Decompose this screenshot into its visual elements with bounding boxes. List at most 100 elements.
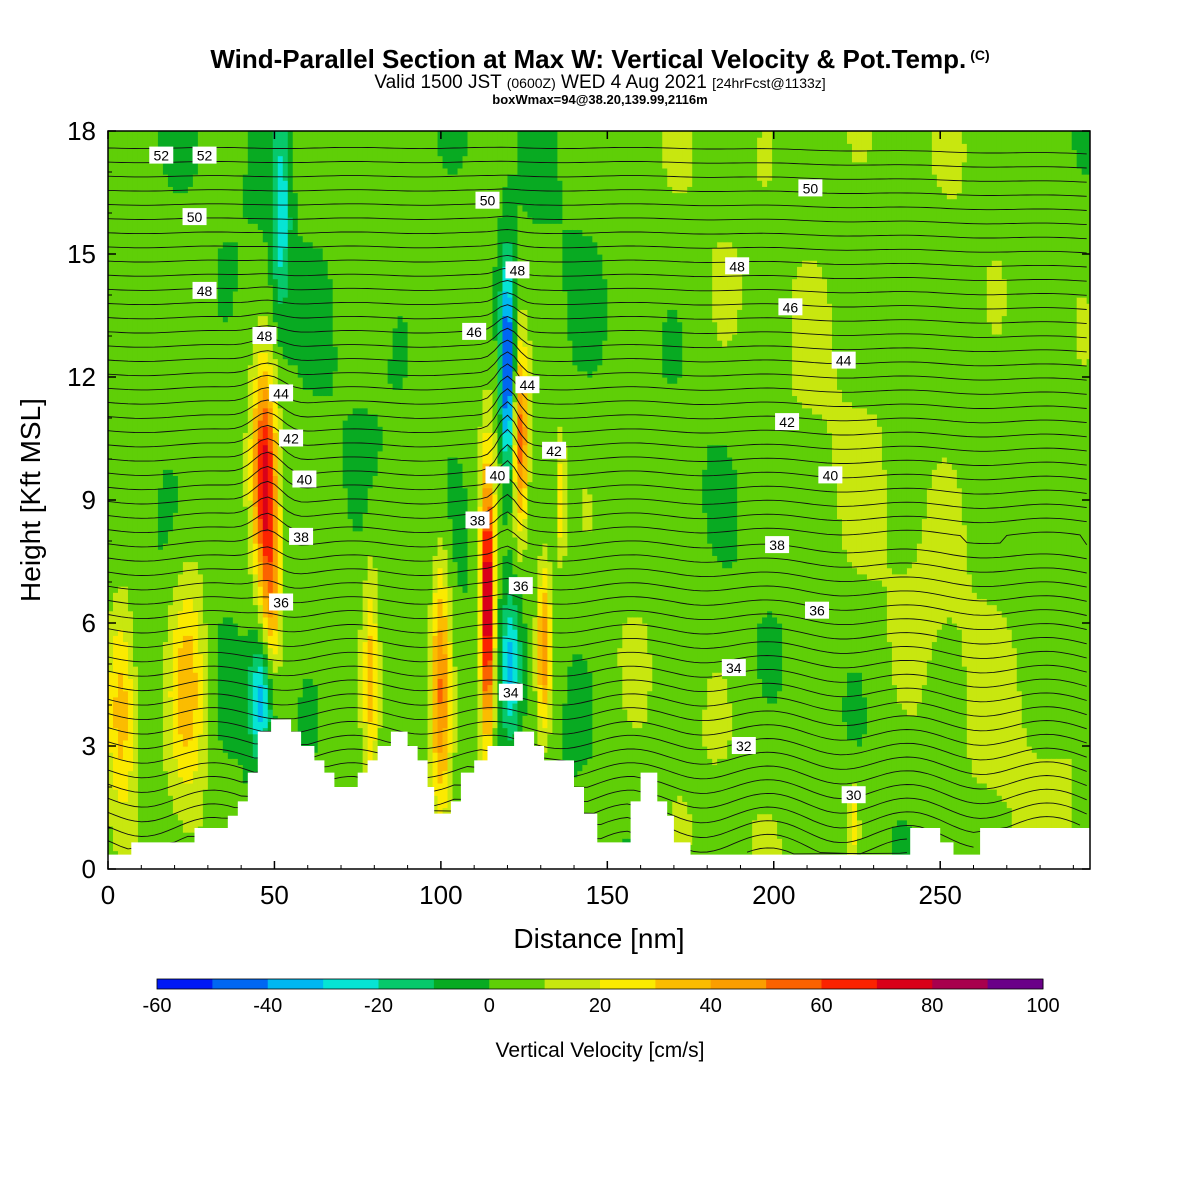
field-cell [522,377,529,427]
field-cell [507,241,514,274]
theta-label: 48 [505,261,530,279]
colorbar-swatch [378,979,435,989]
field-cell [512,629,519,704]
colorbar-tick-label: -40 [253,995,282,1017]
field-cell [961,666,968,869]
field-cell [562,290,568,446]
colorbar-title: Vertical Velocity [cm/s] [496,1039,705,1062]
field-cell [412,131,419,869]
colorbar-tick-label: 40 [700,995,722,1017]
theta-label-box [462,322,487,340]
field-cell [886,641,893,869]
field-cell [727,241,733,341]
field-cell [367,487,374,556]
field-cell [981,131,988,599]
field-cell [302,241,309,390]
field-cell [537,223,544,556]
field-cell [437,752,444,784]
field-cell [996,131,1003,261]
field-cell [112,592,119,636]
field-cell [287,217,294,230]
field-cell [502,475,509,526]
field-cell [197,653,204,735]
copyright-tag: (C) [970,47,990,63]
field-cell [911,131,918,563]
field-cell [547,690,553,735]
field-cell [732,469,738,563]
field-cell [941,131,948,194]
field-cell [807,407,813,869]
field-cell [527,481,534,869]
theta-label: 48 [252,327,277,344]
field-cell [592,241,598,372]
field-cell [512,444,519,483]
field-cell [542,543,548,569]
field-cell [1086,174,1090,304]
field-cell [712,764,718,869]
field-cell [117,131,124,587]
field-cell [252,444,259,507]
field-cell [277,266,284,304]
theta-label-box [775,413,800,431]
field-cell [122,131,129,587]
field-cell [392,327,399,390]
field-cell [222,241,229,323]
field-cell [692,131,698,869]
field-cell [322,260,329,397]
field-cell [1001,616,1008,802]
theta-label: 50 [798,179,823,197]
field-cell [257,543,264,563]
field-cell [252,223,259,335]
field-cell [157,131,164,151]
field-cell [976,782,983,869]
field-cell [282,358,289,778]
field-cell [387,383,394,869]
field-cell [257,623,264,643]
field-cell [752,819,758,869]
theta-contour [108,789,1087,819]
field-cell [257,352,264,378]
field-cell [662,377,668,869]
field-cell [267,647,274,661]
field-cell [1016,131,1023,692]
field-cell [522,623,529,716]
field-cell [507,715,514,741]
field-cell [537,586,544,618]
field-cell [647,131,653,655]
field-cell [507,174,514,243]
field-cell [617,131,623,649]
field-cell [262,579,269,599]
field-cell [282,297,289,360]
field-cell [272,629,279,655]
field-cell [257,604,264,624]
field-cell [247,223,254,366]
field-cell [162,641,169,772]
field-cell [277,604,284,667]
field-cell [112,635,119,698]
theta-label-box [475,191,500,209]
field-cell [492,432,499,495]
field-cell [732,247,738,335]
field-cell [926,131,933,489]
theta-label: 36 [269,593,294,611]
field-cell [951,198,958,470]
field-cell [1076,167,1083,298]
theta-label-text: 36 [809,603,825,619]
theta-contour [108,803,1081,833]
field-cell [402,131,409,323]
theta-label-box [269,593,294,611]
theta-label: 38 [765,536,790,554]
field-cell [712,321,718,446]
field-cell [267,426,274,452]
field-cell [247,364,254,440]
field-cell [252,506,259,544]
field-cell [707,131,713,446]
field-cell [432,635,439,753]
field-cell [1006,131,1013,630]
field-cell [916,131,923,544]
theta-contour [108,476,1087,509]
field-cell [117,629,124,673]
theta-label-text: 48 [197,283,213,299]
field-cell [227,131,234,243]
field-cell [512,604,519,630]
